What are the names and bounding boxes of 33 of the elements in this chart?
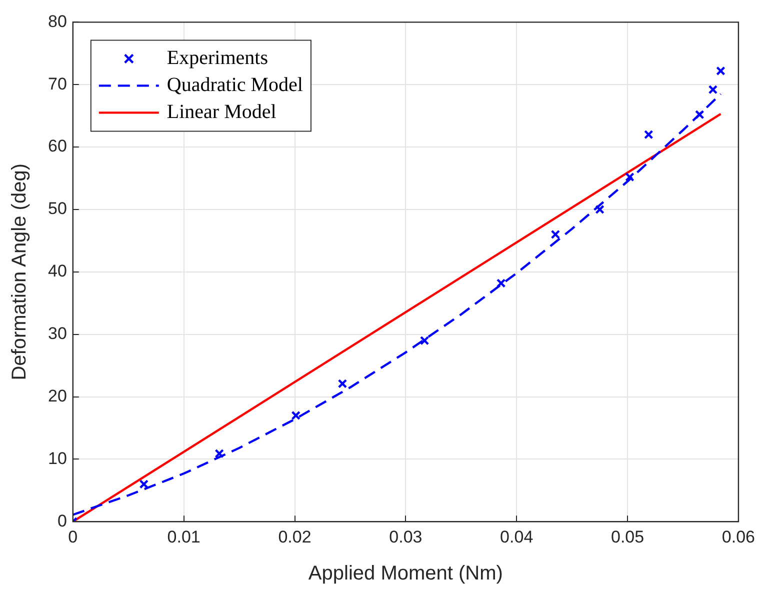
y-tick-label: 20 [48,386,67,406]
x-tick-label: 0.03 [389,527,422,546]
y-axis-title: Deformation Angle (deg) [8,164,31,380]
point [625,172,634,182]
y-tick-label: 80 [48,12,67,31]
point [716,66,726,76]
point [708,84,718,94]
point [550,230,560,240]
legend-label: Quadratic Model [166,74,304,96]
point [291,410,301,420]
y-tick-label: 60 [48,136,67,156]
point [338,379,348,388]
point [214,448,224,458]
legend-label: Linear Model [166,100,277,123]
x-axis-title: Applied Moment (Nm) [308,562,503,585]
point [695,110,704,120]
y-tick-label: 10 [48,448,67,468]
y-tick-label: 50 [48,199,67,218]
y-tick-label: 70 [48,74,67,94]
x-tick-label: 0.01 [167,527,200,546]
point [496,278,506,288]
y-tick-label: 30 [48,324,67,344]
x-tick-label: 0.05 [610,527,644,546]
x-tick-label: 0.06 [722,527,756,546]
legend-label: Experiments [166,46,268,69]
y-tick-label: 0 [57,511,67,530]
x-tick-label: 0.04 [500,527,534,546]
point [644,130,654,140]
x-tick-label: 0.02 [278,527,312,546]
y-tick-label: 40 [48,262,67,281]
point [139,480,149,489]
point [595,204,604,214]
point [420,336,430,346]
